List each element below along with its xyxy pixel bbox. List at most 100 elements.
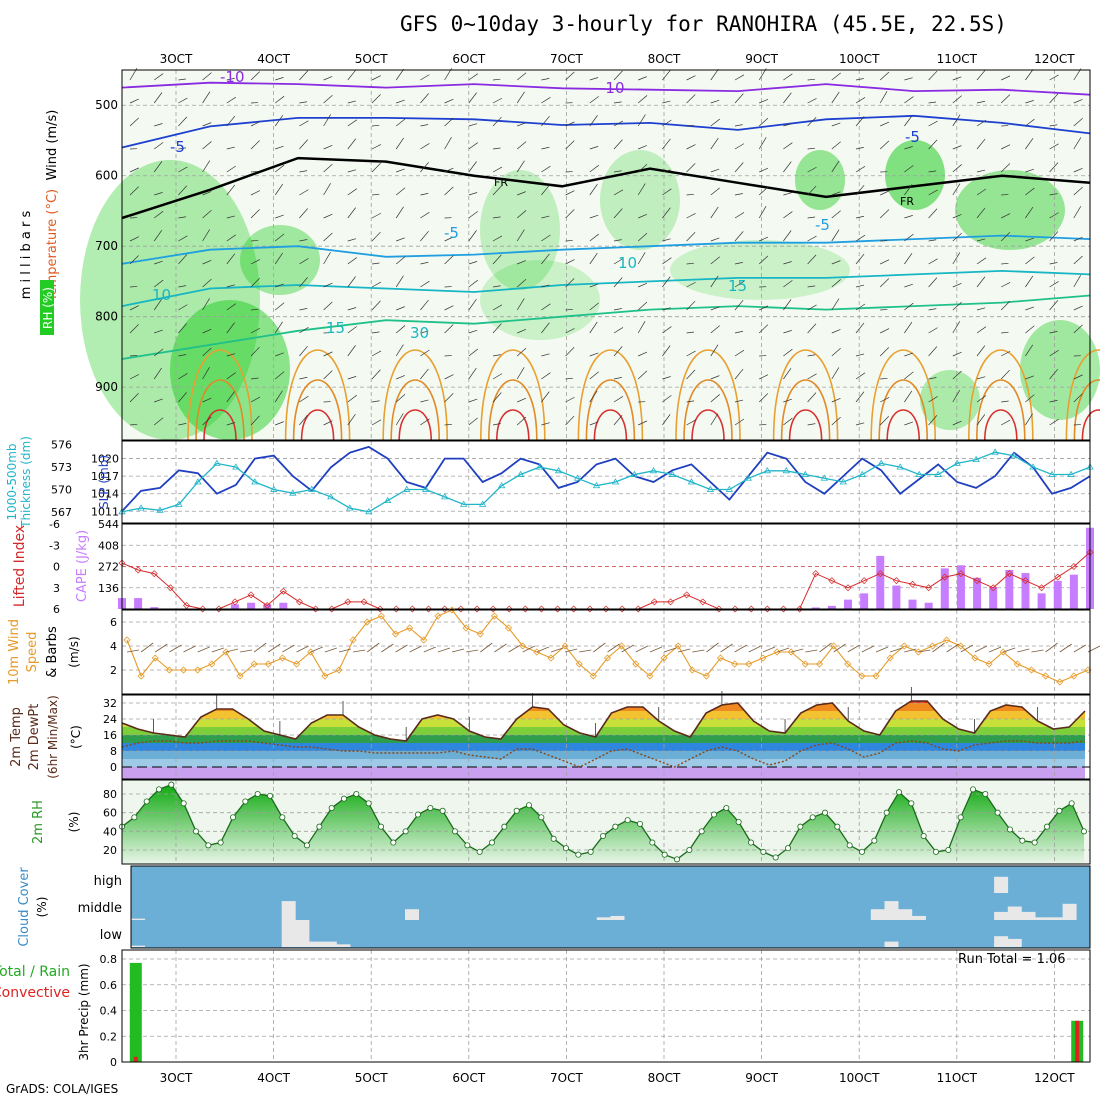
wind-barb-6-5 [274, 183, 284, 196]
wind-barb-6-1 [274, 95, 285, 104]
wind-barb-1-15 [153, 417, 164, 426]
wind-barb-36-5 [1001, 194, 1009, 196]
thickness-tick-0: 567 [51, 506, 72, 519]
rh-tick-2: 60 [103, 807, 117, 820]
thickness-marker-23 [554, 467, 563, 474]
rh-axis-label: RH (%) [41, 287, 55, 329]
wind10m-marker-45 [759, 654, 767, 662]
thickness-marker-26 [611, 478, 620, 485]
rh2m-unit-label: (%) [67, 812, 81, 833]
wind-barb-21-8 [637, 252, 646, 265]
date-label-bottom-2: 5OCT [355, 1071, 388, 1085]
wind-barb-38-8 [1049, 262, 1058, 265]
warm-contour-8-1 [976, 379, 1026, 441]
wind-barb-15-13 [492, 373, 503, 380]
rh-marker-26 [439, 807, 446, 814]
wind-barb-1-5 [154, 192, 163, 196]
warm-contour-1-2 [300, 409, 335, 441]
wind-barb-15-9 [492, 285, 501, 288]
wind-barb-27-12 [783, 348, 793, 357]
wind-barb-5-12 [250, 346, 260, 357]
temp-tick-4: 32 [103, 697, 117, 710]
lifted-marker-44 [828, 577, 836, 585]
wind-barb-20-9 [613, 277, 623, 288]
wind-barb-22-12 [662, 345, 671, 357]
wind10m-marker-39 [674, 642, 682, 650]
wind-barb-33-14 [928, 396, 938, 403]
cape-bar-46 [860, 593, 869, 609]
date-label-bottom-7: 10OCT [839, 1071, 880, 1085]
wind10m-marker-8 [236, 672, 244, 680]
wind10m-marker-3 [165, 666, 173, 674]
wind-barb-16-0 [516, 72, 527, 81]
wind-barb-4-14 [226, 391, 235, 403]
wind-barb-22-10 [662, 307, 671, 311]
lifted-marker-3 [166, 584, 174, 592]
wind-barb-16-2 [517, 122, 526, 127]
rh-shade-4 [600, 150, 680, 250]
wind-barb-11-6 [395, 206, 404, 219]
wind-barb-14-7 [468, 230, 477, 242]
rh-shade-11 [670, 240, 850, 300]
wind-barb-22-9 [662, 276, 671, 288]
wind-barb-35-12 [976, 345, 986, 357]
wind-barb-8-15 [323, 420, 333, 426]
lifted-marker-37 [715, 605, 723, 613]
wind-barb-39-2 [1073, 118, 1083, 127]
wind-barb-24-7 [710, 237, 720, 242]
wind10m-barb-3 [169, 644, 182, 653]
wind-barb-3-1 [202, 91, 211, 104]
wind-barb-18-0 [565, 71, 575, 81]
lifted-axis-label: Lifted Index [12, 525, 28, 607]
isotherm-label-10: 15 [728, 277, 747, 295]
temperature-axis-label: Temperature (°C) [45, 189, 60, 302]
temp-axis-label-2: 2m DewPt [27, 704, 42, 771]
rh-marker-53 [772, 854, 779, 861]
wind-barb-5-8 [250, 259, 261, 265]
wind-barb-0-5 [129, 186, 139, 196]
wind-barb-6-3 [275, 145, 284, 150]
lifted-marker-32 [634, 605, 642, 613]
wind-barb-37-15 [1025, 413, 1033, 426]
wind-barb-0-9 [129, 286, 138, 288]
wind-barb-6-4 [274, 164, 285, 173]
wind-barb-22-6 [662, 207, 671, 219]
wind10m-marker-38 [660, 654, 668, 662]
wind-barb-14-13 [468, 367, 477, 380]
wind-barb-31-14 [880, 397, 890, 403]
wind-barb-19-9 [589, 283, 599, 288]
wind-barb-17-4 [541, 165, 551, 173]
wind-barb-3-0 [202, 72, 212, 81]
wind-barb-34-8 [952, 252, 961, 265]
rh-marker-19 [353, 791, 360, 798]
rh-marker-14 [291, 833, 298, 840]
wind10m-barb-63 [1017, 648, 1030, 653]
wind-barb-38-15 [1049, 418, 1059, 426]
wind10m-line [126, 609, 1089, 683]
wind-barb-27-1 [783, 92, 792, 104]
wind-barb-3-9 [202, 278, 212, 288]
rh-marker-43 [649, 839, 656, 846]
rh-marker-5 [180, 800, 187, 807]
wind-barb-6-2 [274, 115, 284, 127]
lifted-marker-16 [376, 605, 384, 613]
wind-barb-28-9 [807, 285, 816, 288]
wind-barb-16-3 [516, 141, 527, 150]
wind-barb-4-1 [226, 96, 236, 104]
rh2m-axis-label: 2m RH [31, 800, 46, 844]
wind-barb-1-3 [153, 142, 164, 150]
wind-barb-1-1 [153, 92, 163, 104]
wind-barb-7-3 [299, 139, 309, 150]
wind-barb-5-15 [250, 415, 260, 426]
wind10m-barb-33 [593, 642, 606, 653]
wind-barb-12-4 [420, 162, 429, 173]
temp-line [121, 700, 1086, 742]
wind-barb-17-7 [541, 234, 551, 242]
wind-barb-39-1 [1073, 99, 1083, 104]
lifted-tick-1: -3 [49, 539, 60, 552]
lifted-marker-53 [973, 577, 981, 585]
wind-barb-12-11 [420, 330, 429, 334]
wind-barb-38-12 [1049, 350, 1059, 357]
wind-barb-33-4 [928, 170, 937, 173]
wind-barb-30-4 [855, 166, 866, 173]
